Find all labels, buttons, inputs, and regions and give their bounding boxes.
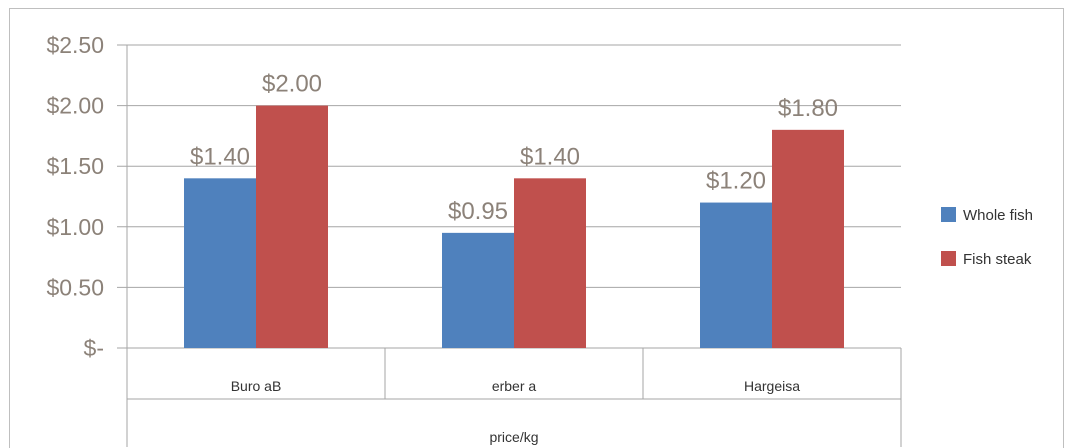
y-tick-label: $- bbox=[84, 335, 104, 361]
legend-label: Fish steak bbox=[963, 251, 1032, 268]
bar bbox=[256, 105, 328, 348]
y-tick-label: $2.50 bbox=[46, 32, 104, 58]
y-tick-label: $0.50 bbox=[46, 274, 104, 300]
data-label: $1.20 bbox=[706, 168, 766, 195]
data-label: $0.95 bbox=[448, 198, 508, 225]
chart-frame: $1.40 $0.95 $1.20 $2.00 $1.40 $1.80 $- $0.50 $1… bbox=[9, 8, 1064, 448]
legend-swatch bbox=[941, 207, 956, 222]
y-tick-label: $1.00 bbox=[46, 214, 104, 240]
data-label: $1.40 bbox=[520, 143, 580, 170]
x-category-label: erber a bbox=[492, 378, 537, 394]
x-category-label: Buro aB bbox=[231, 378, 282, 394]
legend-label: Whole fish bbox=[963, 207, 1033, 224]
x-axis-title: price/kg bbox=[489, 429, 538, 445]
legend-swatch bbox=[941, 251, 956, 266]
bar bbox=[772, 129, 844, 348]
y-tick-label: $2.00 bbox=[46, 93, 104, 119]
data-label: $2.00 bbox=[262, 71, 322, 98]
x-category-label: Hargeisa bbox=[744, 378, 800, 394]
bar bbox=[184, 178, 256, 348]
data-label: $1.40 bbox=[190, 143, 250, 170]
bar bbox=[700, 202, 772, 348]
bar bbox=[442, 232, 514, 348]
y-tick-label: $1.50 bbox=[46, 153, 104, 179]
data-label: $1.80 bbox=[778, 95, 838, 122]
bar bbox=[514, 178, 586, 348]
